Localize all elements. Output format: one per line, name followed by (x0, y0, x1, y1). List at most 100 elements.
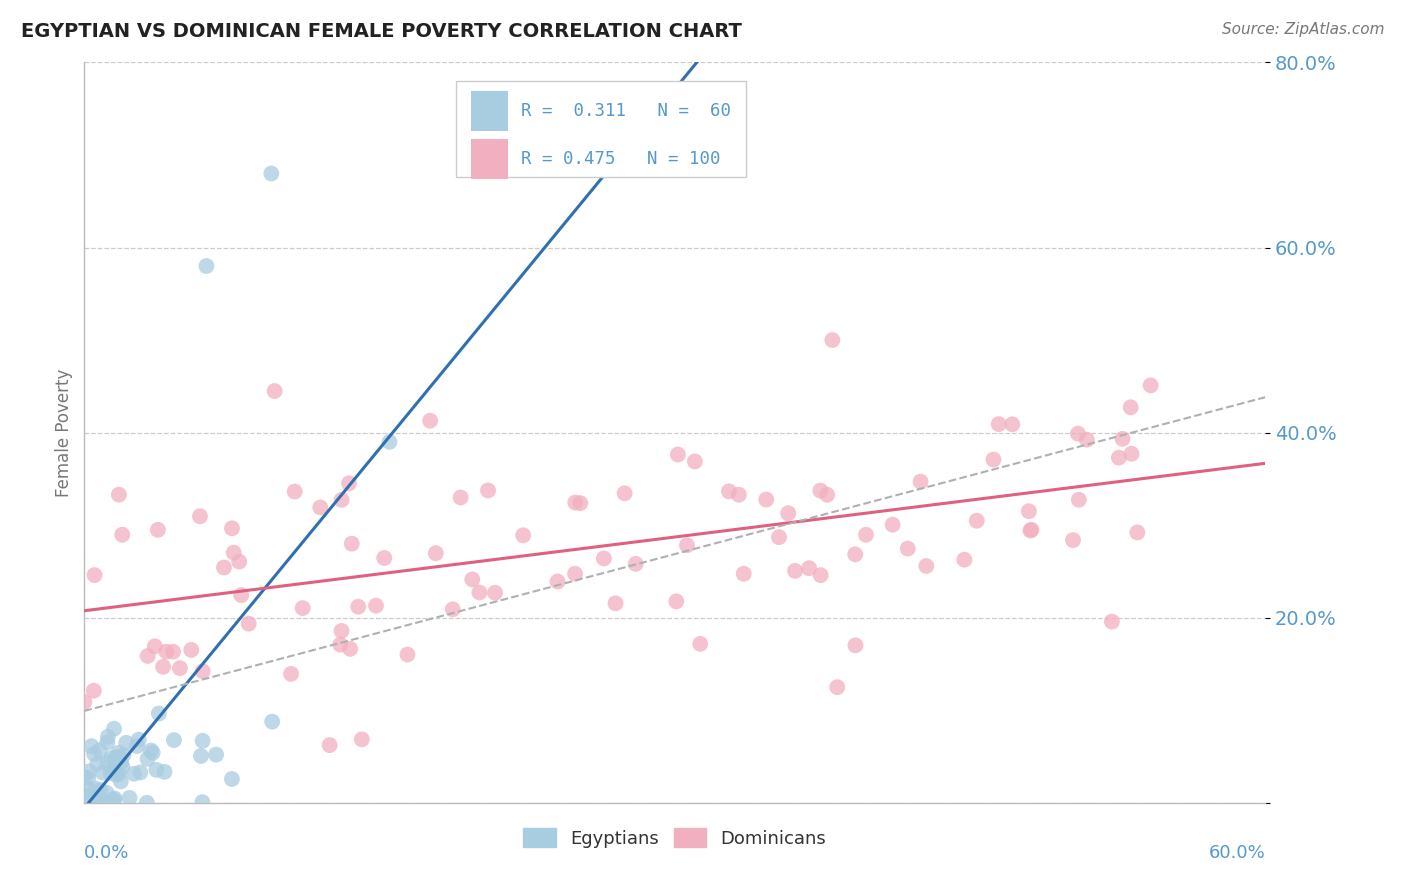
Point (733, 566, 755, 581)
Point (441, 602, 464, 616)
Point (115, 736, 138, 750)
Point (291, 601, 314, 615)
Point (1019, 524, 1042, 538)
Point (96, 756, 118, 770)
Text: EGYPTIAN VS DOMINICAN FEMALE POVERTY CORRELATION CHART: EGYPTIAN VS DOMINICAN FEMALE POVERTY COR… (21, 22, 742, 41)
Text: R =  0.311   N =  60: R = 0.311 N = 60 (522, 102, 731, 120)
Point (125, 739, 148, 753)
Point (100, 794, 122, 808)
Point (815, 488, 838, 502)
Point (129, 765, 152, 780)
Point (624, 557, 647, 571)
Point (461, 573, 484, 587)
Point (86, 756, 108, 771)
Point (84, 781, 107, 796)
Point (146, 523, 169, 537)
Point (195, 259, 218, 273)
Point (547, 574, 569, 589)
Point (727, 488, 749, 502)
Point (768, 530, 790, 544)
Point (228, 555, 250, 569)
Point (484, 586, 506, 600)
Point (983, 452, 1005, 467)
Point (263, 384, 285, 398)
Point (212, 560, 235, 574)
FancyBboxPatch shape (471, 138, 509, 179)
Point (1101, 615, 1123, 629)
Point (108, 488, 131, 502)
Point (262, 714, 284, 729)
Point (425, 546, 447, 560)
Point (73, 695, 96, 709)
Point (666, 448, 689, 462)
Point (84, 796, 107, 810)
Point (844, 547, 866, 561)
Point (238, 616, 260, 631)
Point (142, 746, 165, 760)
Point (373, 551, 395, 566)
Point (569, 496, 592, 510)
Point (128, 732, 150, 747)
Point (83, 747, 105, 761)
Point (340, 537, 363, 551)
Point (100, 751, 122, 765)
Point (339, 641, 361, 656)
Point (112, 747, 135, 762)
Point (778, 506, 800, 520)
Point (107, 766, 129, 780)
Point (190, 748, 212, 763)
Point (73, 771, 96, 785)
Point (966, 514, 988, 528)
Point (1062, 533, 1084, 548)
Point (122, 766, 145, 780)
Point (103, 793, 125, 807)
Point (810, 568, 832, 582)
Point (260, 166, 283, 180)
Point (96, 786, 118, 800)
Point (1121, 447, 1143, 461)
Point (155, 645, 177, 659)
Point (1126, 525, 1149, 540)
Point (378, 434, 401, 449)
Point (676, 538, 699, 552)
Point (145, 763, 167, 777)
Point (337, 476, 360, 491)
Point (797, 561, 820, 575)
Point (100, 766, 122, 780)
Point (83, 683, 105, 698)
Point (136, 752, 159, 766)
Point (825, 680, 848, 694)
Point (222, 546, 245, 560)
Point (80, 739, 103, 754)
Point (83, 568, 105, 582)
Point (139, 743, 162, 757)
Point (1021, 523, 1043, 537)
Point (148, 706, 170, 721)
Point (987, 417, 1010, 431)
Point (205, 747, 228, 762)
Text: 60.0%: 60.0% (1209, 844, 1265, 862)
Point (89, 743, 111, 757)
Point (477, 483, 499, 498)
Point (75, 789, 97, 803)
Point (506, 148, 529, 162)
Point (152, 660, 174, 674)
Point (97, 730, 120, 744)
Point (96, 735, 118, 749)
Point (169, 661, 191, 675)
Point (107, 746, 129, 760)
Point (364, 599, 387, 613)
Point (104, 751, 127, 765)
Point (1139, 378, 1161, 392)
Point (844, 639, 866, 653)
Point (683, 454, 706, 468)
Point (188, 509, 211, 524)
Point (163, 733, 186, 747)
Point (162, 645, 184, 659)
Point (77, 796, 100, 810)
Legend: Egyptians, Dominicans: Egyptians, Dominicans (517, 822, 832, 853)
Point (915, 559, 938, 574)
Point (1018, 504, 1040, 518)
Point (564, 495, 586, 509)
Point (783, 564, 806, 578)
